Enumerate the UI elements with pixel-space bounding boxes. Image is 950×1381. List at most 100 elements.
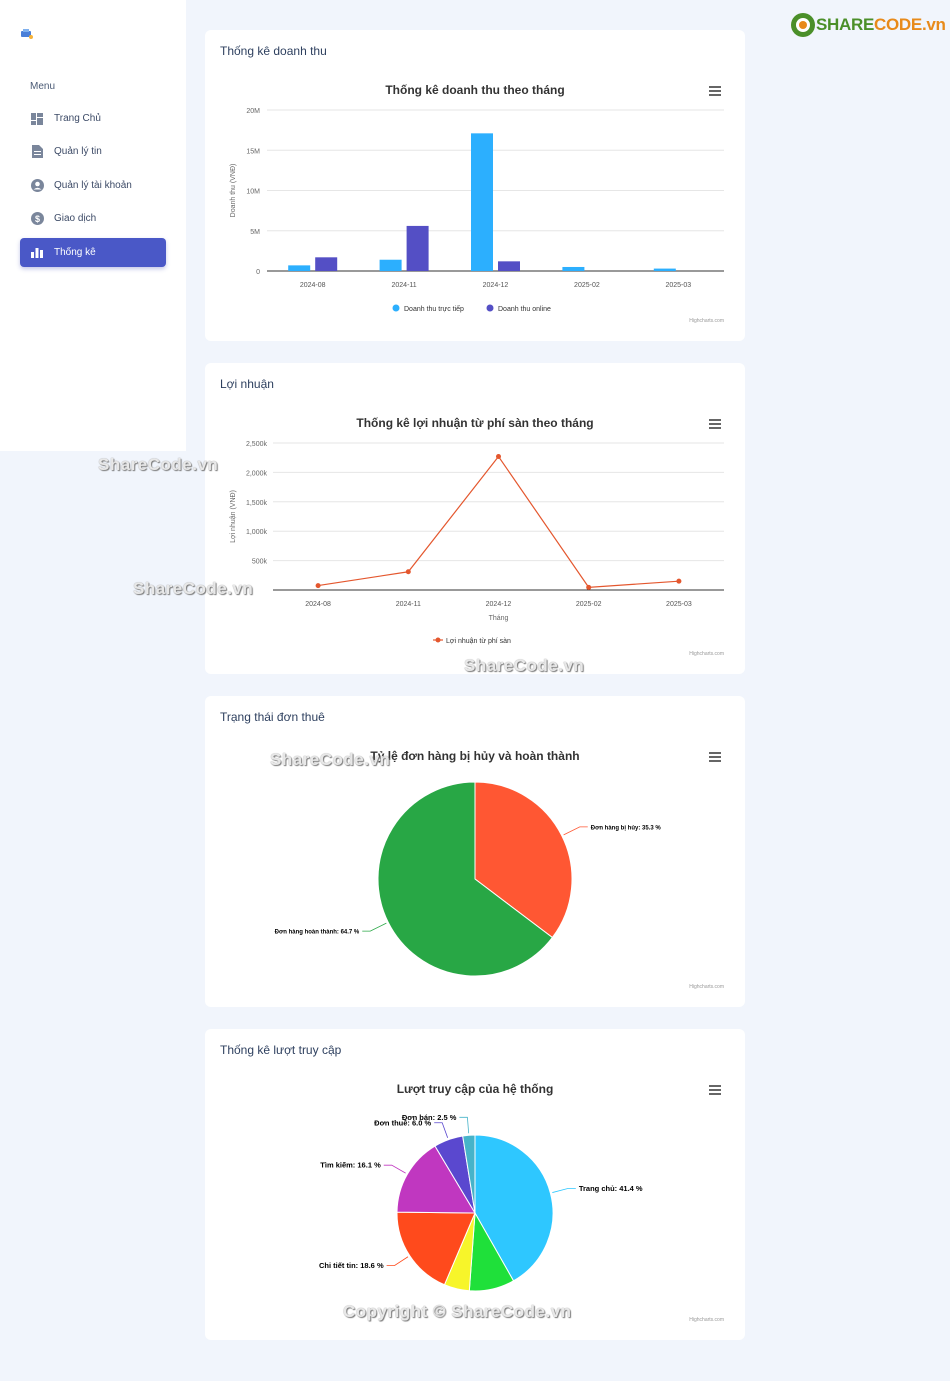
connector-line xyxy=(434,1122,449,1138)
bar-doanh-thu-trực-tiếp xyxy=(288,265,311,271)
sidebar-item-label: Giao dịch xyxy=(54,213,97,224)
bar-doanh-thu-online xyxy=(406,225,429,271)
y-tick-label: 10M xyxy=(246,189,260,196)
chart-title: Lượt truy cập của hệ thống xyxy=(396,1082,554,1096)
bar-doanh-thu-online xyxy=(498,261,520,271)
data-point xyxy=(496,454,501,460)
legend-marker xyxy=(392,304,400,312)
chart-title: Thống kê lợi nhuận từ phí sàn theo tháng xyxy=(356,416,594,430)
y-tick-label: 5M xyxy=(250,229,260,236)
sidebar-item-statistics[interactable]: Thống kê xyxy=(20,238,166,267)
profit-card: Lợi nhuận Thống kê lợi nhuận từ phí sàn … xyxy=(205,363,745,674)
legend-marker xyxy=(435,637,441,643)
chart-menu-button[interactable] xyxy=(709,752,721,762)
connector-line xyxy=(383,1164,406,1174)
chart-credits[interactable]: Highcharts.com xyxy=(689,651,724,657)
watermark: ShareCode.vn xyxy=(270,750,391,769)
sidebar-item-label: Quản lý tài khoản xyxy=(54,180,132,191)
connector-line xyxy=(552,1188,576,1193)
sidebar-item-accounts[interactable]: Quản lý tài khoản xyxy=(20,171,166,200)
bar-chart-icon xyxy=(30,246,44,260)
y-axis-label: Doanh thu (VNĐ) xyxy=(230,164,237,218)
y-tick-label: 1,000k xyxy=(246,529,268,536)
watermark: Copyright © ShareCode.vn xyxy=(343,1302,572,1321)
bar-doanh-thu-trực-tiếp xyxy=(653,268,676,271)
watermark: ShareCode.vn xyxy=(98,455,219,474)
visits-card: Thống kê lượt truy cập Lượt truy cập của… xyxy=(205,1029,745,1340)
data-label: Tìm kiếm: 16.1 % xyxy=(320,1161,381,1170)
y-tick-label: 2,000k xyxy=(246,470,268,477)
document-icon xyxy=(30,145,44,159)
card-title: Trạng thái đơn thuê xyxy=(220,710,325,724)
visits-pie-chart: Trang chủ: 41.4 % Chi tiết tin: 18.6 % Tìm… xyxy=(319,1113,643,1292)
sidebar-item-label: Thống kê xyxy=(54,247,96,258)
dollar-icon: $ xyxy=(30,212,44,226)
watermark: ShareCode.vn xyxy=(133,579,254,598)
legend-marker xyxy=(486,304,494,312)
data-label: Đơn bán: 2.5 % xyxy=(402,1113,457,1122)
chart-title: Thống kê doanh thu theo tháng xyxy=(385,83,565,97)
x-tick-label: 2025-03 xyxy=(665,282,691,289)
legend-item: Doanh thu trực tiếp xyxy=(404,304,464,313)
sidebar-item-transactions[interactable]: $ Giao dịch xyxy=(20,204,166,233)
connector-line xyxy=(563,826,588,836)
x-tick-label: 2024-12 xyxy=(483,282,509,289)
chart-credits[interactable]: Highcharts.com xyxy=(689,1317,724,1323)
brand-logo: SHARECODE.vn xyxy=(790,12,946,38)
data-point xyxy=(586,584,592,590)
connector-line xyxy=(362,922,387,932)
chart-menu-button[interactable] xyxy=(709,1085,721,1095)
y-tick-label: 2,500k xyxy=(246,441,268,448)
x-tick-label: 2024-11 xyxy=(396,601,421,608)
data-label: Đơn hàng bị hủy: 35.3 % xyxy=(591,825,662,831)
y-tick-label: 20M xyxy=(246,108,260,115)
chart-title: Tỷ lệ đơn hàng bị hủy và hoàn thành xyxy=(370,749,580,763)
legend-item: Lợi nhuận từ phí sàn xyxy=(446,638,511,645)
card-title: Lợi nhuận xyxy=(220,377,274,391)
dashboard-icon xyxy=(30,112,44,126)
y-tick-label: 0 xyxy=(256,269,260,276)
watermark: ShareCode.vn xyxy=(464,656,585,675)
legend-item: Doanh thu online xyxy=(498,306,551,313)
y-axis-label: Lợi nhuận (VNĐ) xyxy=(230,490,237,543)
pie-slice xyxy=(474,781,573,939)
data-label: Đơn hàng hoàn thành: 64.7 % xyxy=(275,930,360,936)
data-label: Chi tiết tin: 18.6 % xyxy=(319,1261,384,1270)
sidebar-item-home[interactable]: Trang Chủ xyxy=(20,104,166,133)
chart-credits[interactable]: Highcharts.com xyxy=(689,984,724,990)
y-tick-label: 15M xyxy=(246,148,260,155)
sidebar: Menu Trang Chủ Quản lý tin Quản lý tài k… xyxy=(0,0,186,451)
svg-text:$: $ xyxy=(34,214,39,224)
bar-doanh-thu-trực-tiếp xyxy=(379,259,402,271)
pie-slice xyxy=(377,781,554,977)
revenue-chart: 0 5M 10M 15M 20M Doanh thu (VNĐ) 2024-08 2024-1… xyxy=(230,108,724,313)
data-point xyxy=(405,569,411,575)
brand-logo-icon xyxy=(791,13,815,37)
bar-doanh-thu-online xyxy=(315,257,338,271)
connector-line xyxy=(459,1116,470,1134)
card-title: Thống kê lượt truy cập xyxy=(220,1043,342,1057)
x-tick-label: 2024-12 xyxy=(486,601,512,608)
app-logo-icon[interactable] xyxy=(20,29,33,39)
data-point xyxy=(676,578,682,584)
data-label: Đơn thuê: 6.0 % xyxy=(374,1118,431,1127)
profit-line xyxy=(318,455,679,588)
x-axis-label: Tháng xyxy=(489,615,509,622)
bar-doanh-thu-trực-tiếp xyxy=(562,266,585,271)
orders-card: Trạng thái đơn thuê Tỷ lệ đơn hàng bị hủ… xyxy=(205,696,745,1007)
revenue-card: Thống kê doanh thu Thống kê doanh thu th… xyxy=(205,30,745,341)
chart-credits[interactable]: Highcharts.com xyxy=(689,318,724,324)
y-tick-label: 500k xyxy=(252,559,268,566)
pie-slice xyxy=(474,1134,554,1282)
pie-slice xyxy=(462,1134,476,1214)
data-label: Trang chủ: 41.4 % xyxy=(579,1184,643,1193)
chart-menu-button[interactable] xyxy=(709,86,721,96)
profit-chart: 500k 1,000k 1,500k 2,000k 2,500k Lợi nhuận (V… xyxy=(230,441,724,645)
pie-slice xyxy=(396,1211,476,1286)
brand-text: SHARECODE.vn xyxy=(816,15,946,34)
menu-heading: Menu xyxy=(30,81,56,92)
sidebar-item-posts[interactable]: Quản lý tin xyxy=(20,137,166,166)
data-point xyxy=(315,583,321,589)
chart-menu-button[interactable] xyxy=(709,419,721,429)
x-tick-label: 2025-02 xyxy=(576,601,602,608)
